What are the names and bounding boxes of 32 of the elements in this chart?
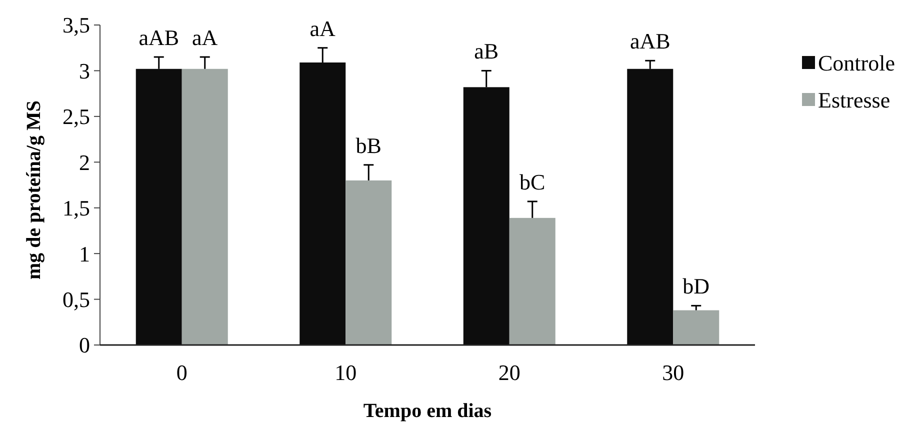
annotation: aB [474,38,499,64]
x-axis-title: Tempo em dias [363,400,492,422]
legend-label: Controle [818,50,895,76]
y-axis-title: mg de proteína/g MS [23,100,45,280]
y-tick-label: 1,5 [62,196,90,221]
annotation: aA [192,25,218,50]
legend-label: Estresse [818,88,890,113]
annotation: bD [682,274,710,299]
bar [673,310,720,345]
bar [627,68,674,345]
bar [346,180,392,345]
annotation: aA [310,16,336,41]
bar [463,87,510,345]
annotation: bC [520,169,546,194]
y-tick-label: 0 [79,332,90,358]
bar [136,68,182,345]
y-tick-label: 2 [79,150,90,175]
x-tick-label: 30 [662,360,684,385]
bar [509,218,556,345]
y-tick-label: 1 [79,241,90,266]
x-tick-label: 0 [176,360,188,385]
y-tick-label: 3 [79,58,90,84]
y-tick-label: 3,5 [62,12,90,38]
y-tick-label: 0,5 [62,286,90,312]
annotation: bB [356,132,382,158]
annotation: aAB [630,28,670,54]
bar [300,62,346,345]
x-tick-label: 10 [334,360,357,385]
y-tick-label: 2,5 [62,104,90,130]
x-tick-label: 20 [498,360,520,385]
annotation: aAB [138,25,180,50]
bar [182,68,228,345]
